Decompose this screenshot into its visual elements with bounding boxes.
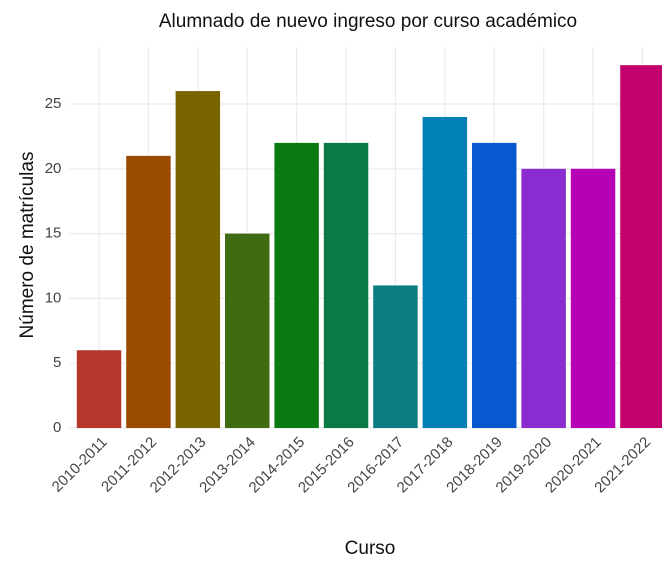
y-tick-label: 20 — [45, 160, 62, 177]
y-tick-label: 5 — [53, 354, 61, 371]
bar — [175, 91, 221, 429]
bar — [76, 350, 122, 428]
y-axis-title: Número de matrículas — [17, 152, 38, 339]
y-tick-label: 10 — [45, 289, 62, 306]
y-tick-label: 0 — [53, 419, 61, 436]
bar — [373, 285, 418, 428]
chart-title: Alumnado de nuevo ingreso por curso acad… — [159, 11, 577, 32]
bar — [570, 168, 616, 428]
bar — [472, 142, 517, 429]
y-tick-label: 15 — [45, 225, 62, 242]
bar — [620, 65, 662, 429]
bar — [323, 142, 369, 429]
bar — [422, 116, 468, 429]
bar — [225, 233, 270, 428]
bar — [126, 155, 171, 428]
x-axis-title: Curso — [345, 538, 396, 559]
bar — [521, 168, 566, 428]
y-tick-label: 25 — [45, 95, 62, 112]
bar — [274, 142, 319, 429]
